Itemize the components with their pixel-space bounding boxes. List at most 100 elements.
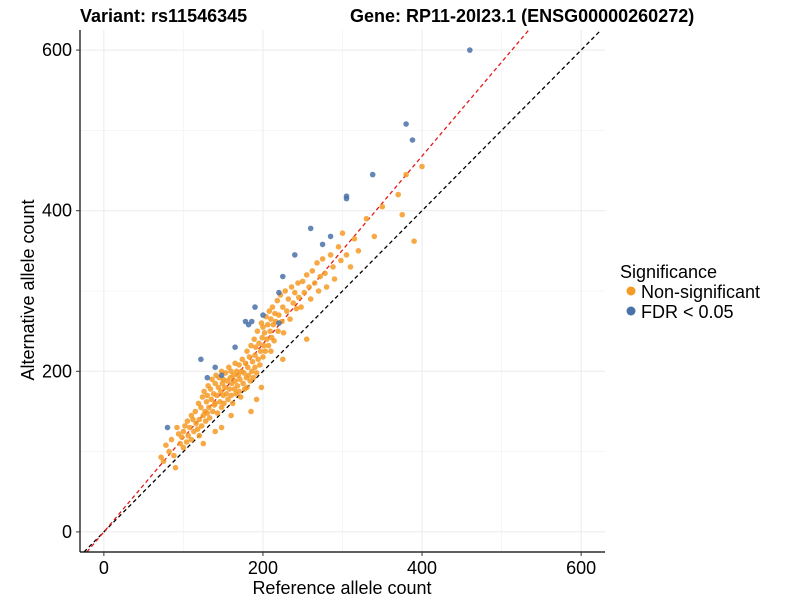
point-non-significant	[163, 442, 169, 449]
point-non-significant	[225, 396, 231, 403]
point-non-significant	[257, 348, 264, 355]
point-fdr	[232, 344, 238, 351]
point-non-significant	[323, 284, 330, 290]
point-non-significant	[293, 305, 300, 312]
point-non-significant	[166, 448, 172, 455]
point-non-significant	[261, 330, 268, 336]
point-fdr	[249, 318, 255, 325]
point-non-significant	[253, 370, 260, 376]
point-non-significant	[339, 230, 346, 236]
legend-swatch-non-significant	[626, 286, 636, 296]
point-non-significant	[203, 399, 210, 405]
point-non-significant	[311, 280, 318, 286]
point-fdr	[319, 241, 326, 248]
point-non-significant	[260, 354, 266, 360]
point-non-significant	[212, 428, 218, 435]
point-non-significant	[419, 163, 425, 170]
point-non-significant	[204, 410, 211, 416]
point-non-significant	[208, 396, 215, 403]
point-non-significant	[222, 384, 228, 391]
point-fdr	[252, 304, 258, 310]
point-non-significant	[198, 423, 205, 429]
point-non-significant	[330, 264, 336, 270]
point-non-significant	[299, 278, 306, 285]
point-non-significant	[180, 444, 187, 451]
point-non-significant	[403, 171, 409, 178]
point-fdr	[276, 289, 282, 296]
reference-lines	[83, 29, 602, 553]
point-non-significant	[355, 248, 362, 254]
point-non-significant	[261, 342, 267, 349]
point-fdr	[218, 372, 225, 379]
point-non-significant	[196, 416, 203, 423]
point-non-significant	[239, 356, 246, 363]
point-non-significant	[253, 396, 260, 403]
point-non-significant	[331, 276, 338, 282]
point-non-significant	[193, 420, 199, 427]
point-non-significant	[343, 252, 350, 258]
point-non-significant	[245, 372, 252, 379]
point-non-significant	[257, 362, 263, 368]
point-non-significant	[275, 328, 281, 335]
point-non-significant	[221, 400, 227, 407]
point-non-significant	[269, 304, 276, 310]
point-non-significant	[177, 440, 183, 447]
point-non-significant	[254, 328, 261, 335]
point-non-significant	[338, 257, 344, 264]
point-fdr	[343, 195, 350, 202]
point-non-significant	[282, 288, 289, 294]
point-non-significant	[244, 384, 250, 391]
point-non-significant	[246, 354, 253, 360]
point-fdr	[204, 374, 211, 381]
point-non-significant	[266, 308, 273, 314]
point-non-significant	[200, 440, 207, 447]
point-non-significant	[262, 348, 269, 355]
x-tick-label: 200	[248, 558, 278, 578]
point-non-significant	[183, 439, 190, 445]
point-non-significant	[276, 312, 282, 318]
point-non-significant	[335, 244, 342, 250]
legend-swatch-fdr	[626, 306, 636, 316]
point-non-significant	[292, 289, 298, 296]
point-non-significant	[212, 400, 218, 407]
point-non-significant	[317, 273, 324, 280]
point-fdr	[276, 320, 282, 326]
point-non-significant	[260, 324, 266, 330]
point-non-significant	[212, 380, 218, 387]
point-non-significant	[303, 272, 310, 278]
legend-label-non-significant: Non-significant	[641, 282, 760, 302]
legend: Significance Non-significant FDR < 0.05	[620, 262, 760, 322]
point-non-significant	[184, 418, 191, 424]
point-non-significant	[204, 392, 211, 399]
point-non-significant	[395, 191, 402, 198]
point-fdr	[212, 364, 218, 371]
point-non-significant	[188, 436, 195, 443]
point-non-significant	[171, 452, 177, 459]
point-fdr	[260, 312, 266, 318]
point-non-significant	[182, 423, 188, 429]
point-non-significant	[206, 404, 212, 411]
point-non-significant	[245, 364, 251, 371]
point-non-significant	[303, 336, 310, 343]
point-non-significant	[168, 436, 175, 443]
point-non-significant	[228, 392, 234, 399]
point-non-significant	[218, 424, 225, 431]
point-non-significant	[290, 300, 297, 306]
point-non-significant	[253, 344, 259, 351]
chart-title-gene: Gene: RP11-20I23.1 (ENSG00000260272)	[350, 6, 694, 26]
point-non-significant	[236, 388, 242, 395]
point-non-significant	[411, 238, 417, 244]
point-non-significant	[363, 215, 370, 222]
point-non-significant	[229, 400, 236, 407]
point-fdr	[327, 233, 334, 240]
point-non-significant	[252, 364, 258, 371]
chart-title-variant: Variant: rs11546345	[80, 6, 247, 26]
point-non-significant	[347, 264, 354, 270]
point-non-significant	[190, 416, 196, 423]
point-non-significant	[241, 370, 247, 376]
point-non-significant	[209, 376, 215, 383]
legend-title: Significance	[620, 262, 717, 282]
point-non-significant	[295, 280, 301, 286]
point-non-significant	[309, 268, 316, 274]
point-non-significant	[264, 336, 270, 343]
